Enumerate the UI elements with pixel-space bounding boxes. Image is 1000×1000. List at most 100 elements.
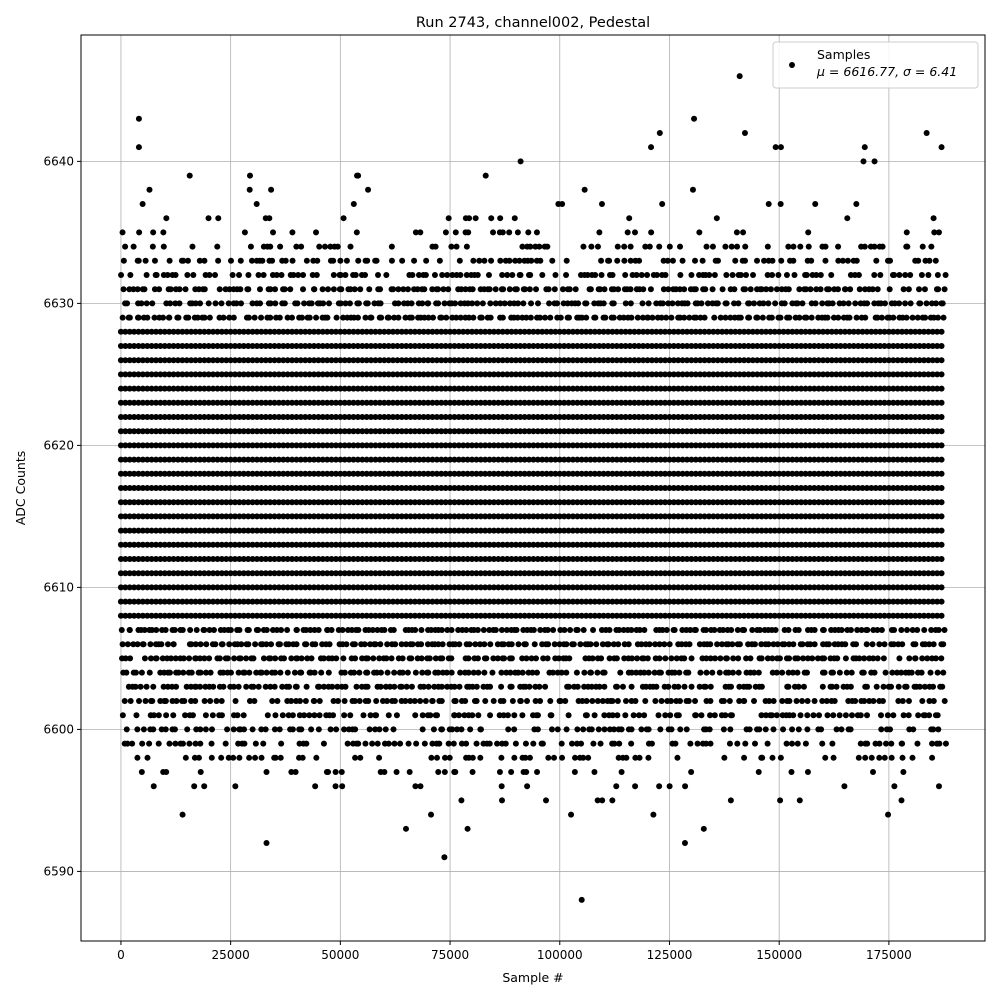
- data-point: [765, 641, 772, 648]
- data-point: [918, 669, 925, 676]
- data-point: [709, 669, 716, 676]
- data-point: [160, 683, 167, 690]
- data-point: [289, 570, 296, 577]
- data-point: [745, 513, 752, 520]
- data-point: [341, 527, 348, 534]
- data-point: [930, 726, 937, 733]
- data-point: [692, 584, 699, 591]
- data-point: [745, 612, 752, 619]
- data-point: [280, 485, 287, 491]
- data-point: [210, 612, 217, 619]
- data-point: [280, 584, 287, 591]
- data-point: [674, 754, 681, 761]
- data-point: [487, 683, 494, 690]
- data-point: [815, 541, 822, 548]
- data-point: [631, 527, 638, 534]
- data-point: [585, 754, 592, 761]
- data-point: [684, 499, 691, 506]
- data-point: [486, 499, 493, 506]
- data-point: [899, 598, 906, 605]
- data-point: [332, 612, 339, 619]
- data-point: [598, 655, 605, 662]
- data-point: [429, 698, 436, 705]
- data-point: [236, 499, 243, 506]
- data-point: [626, 584, 633, 591]
- data-point: [411, 485, 418, 491]
- data-point: [622, 485, 629, 491]
- data-point: [824, 584, 831, 591]
- data-point: [767, 485, 774, 491]
- data-point: [912, 556, 919, 563]
- data-point: [499, 598, 506, 605]
- data-point: [418, 641, 425, 648]
- data-point: [534, 513, 541, 520]
- data-point: [368, 541, 375, 548]
- data-point: [312, 641, 319, 648]
- data-point: [240, 612, 247, 619]
- data-point: [569, 513, 576, 520]
- data-point: [245, 570, 252, 577]
- data-point: [359, 556, 366, 563]
- data-point: [802, 584, 809, 591]
- data-point: [356, 698, 363, 705]
- data-point: [223, 485, 230, 491]
- data-point: [332, 499, 339, 506]
- data-point: [499, 527, 506, 534]
- data-point: [197, 683, 204, 690]
- data-point: [903, 541, 910, 548]
- data-point: [512, 485, 519, 491]
- data-point: [842, 499, 849, 506]
- data-point: [420, 513, 427, 520]
- data-point: [275, 598, 282, 605]
- data-point: [308, 726, 315, 733]
- data-point: [736, 499, 743, 506]
- data-point: [450, 740, 457, 747]
- data-point: [732, 612, 739, 619]
- data-point: [938, 470, 945, 477]
- data-point: [655, 712, 662, 719]
- data-point: [332, 783, 339, 790]
- data-point: [696, 641, 703, 648]
- data-point: [131, 485, 138, 491]
- data-point: [613, 612, 620, 619]
- data-point: [899, 698, 906, 705]
- data-point: [613, 499, 620, 506]
- data-point: [477, 598, 484, 605]
- data-point: [723, 556, 730, 563]
- data-point: [117, 556, 124, 563]
- data-point: [341, 485, 348, 491]
- data-point: [539, 740, 546, 747]
- data-point: [291, 669, 298, 676]
- data-point: [470, 669, 477, 676]
- data-point: [390, 541, 397, 548]
- data-point: [469, 485, 476, 491]
- data-point: [494, 655, 501, 662]
- data-point: [337, 513, 344, 520]
- data-point: [912, 655, 919, 662]
- data-point: [907, 556, 914, 563]
- data-point: [227, 556, 234, 563]
- data-point: [766, 698, 773, 705]
- data-point: [391, 740, 398, 747]
- data-point: [556, 584, 563, 591]
- data-point: [512, 513, 519, 520]
- data-point: [296, 712, 303, 719]
- data-point: [284, 556, 291, 563]
- data-point: [376, 513, 383, 520]
- data-point: [121, 698, 128, 705]
- data-point: [449, 726, 456, 733]
- data-point: [332, 769, 339, 776]
- data-point: [789, 499, 796, 506]
- data-point: [688, 683, 695, 690]
- data-point: [776, 485, 783, 491]
- data-point: [703, 669, 710, 676]
- data-point: [381, 598, 388, 605]
- data-point: [249, 570, 256, 577]
- data-point: [148, 485, 155, 491]
- data-point: [258, 612, 265, 619]
- data-point: [306, 612, 313, 619]
- data-point: [601, 712, 608, 719]
- data-point: [850, 499, 857, 506]
- data-point: [399, 669, 406, 676]
- data-point: [148, 499, 155, 506]
